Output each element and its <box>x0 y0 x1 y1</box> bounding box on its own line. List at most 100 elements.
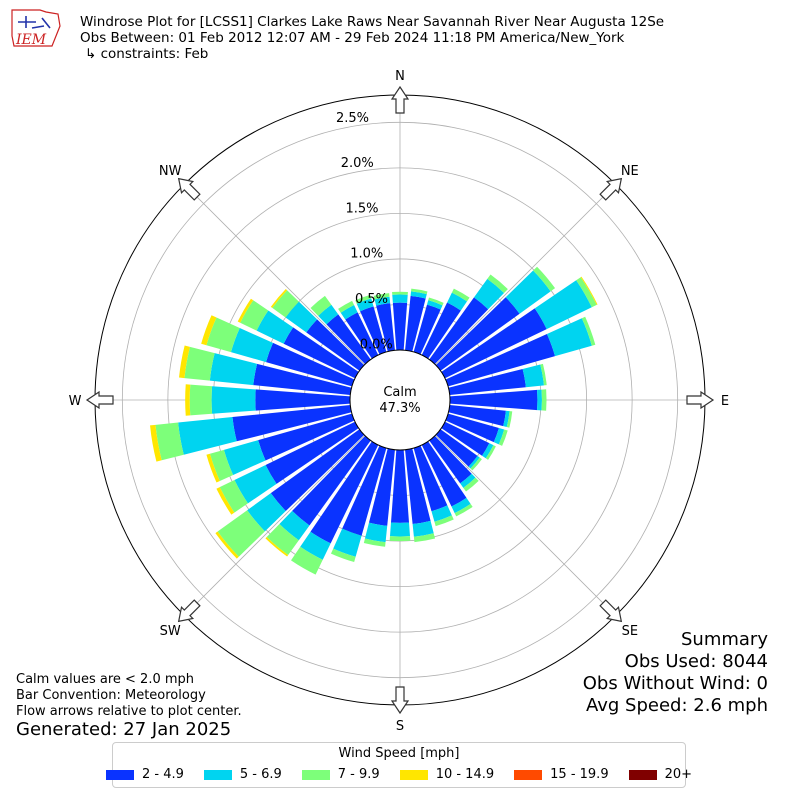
radial-tick-label: 2.0% <box>341 156 374 171</box>
radial-gridline <box>435 184 616 365</box>
windrose-bar-segment <box>429 435 472 484</box>
windrose-bar-segment <box>470 457 482 471</box>
windrose-bar-segment <box>463 477 479 492</box>
windrose-bar-segment <box>506 411 513 428</box>
windrose-bar-segment <box>253 363 352 395</box>
legend-swatch <box>301 769 330 780</box>
legend-swatch <box>628 769 657 780</box>
windrose-bar-segment <box>184 346 215 381</box>
windrose-bar-segment <box>389 536 411 542</box>
windrose-bar-segment <box>410 291 427 299</box>
chart-constraints: ↳ constraints: Feb <box>85 46 209 62</box>
windrose-bar-segment <box>333 528 362 557</box>
windrose-bar-segment <box>265 421 359 484</box>
windrose-bar-segment <box>230 327 273 363</box>
windrose-bar-segment <box>256 310 294 344</box>
radial-tick-label: 0.0% <box>360 337 393 352</box>
summary-box: Summary Obs Used: 8044 Obs Without Wind:… <box>583 629 768 717</box>
flow-arrow-icon <box>390 85 410 114</box>
direction-label: E <box>721 394 729 409</box>
bar-convention: Bar Convention: Meteorology <box>16 688 206 703</box>
calm-definition: Calm values are < 2.0 mph <box>16 672 195 687</box>
windrose-bar-segment <box>421 441 467 507</box>
windrose-bar-segment <box>533 266 556 292</box>
windrose-bar-segment <box>209 353 258 386</box>
windrose-bar-segment <box>185 384 191 416</box>
windrose-bar-segment <box>364 522 388 543</box>
windrose-bar-segment <box>498 429 508 446</box>
radial-gridline <box>184 435 365 616</box>
windrose-bar-segment <box>285 301 318 333</box>
windrose-bar-segment <box>266 342 355 387</box>
direction-label: N <box>395 69 405 84</box>
windrose-bar-segment <box>223 440 266 476</box>
windrose-bar-segment <box>215 531 239 559</box>
windrose-bar-segment <box>454 503 473 517</box>
windrose-bar-segment <box>447 292 468 311</box>
windrose-bar-segment <box>505 270 551 314</box>
flow-arrow-icon <box>599 177 623 201</box>
windrose-bar-segment <box>219 480 248 513</box>
windrose-bar-segment <box>155 422 184 461</box>
windrose-bar-segment <box>441 421 490 456</box>
radial-tick-label: 2.5% <box>336 111 369 126</box>
windrose-bar-segment <box>189 384 213 416</box>
windrose-bar-segment <box>537 389 542 411</box>
windrose-bar-segment <box>374 296 391 306</box>
legend-item: 15 - 19.9 <box>514 767 609 782</box>
windrose-bar-segment <box>392 302 408 351</box>
windrose-bar-segment <box>581 316 596 346</box>
radial-tick-label: 1.5% <box>345 201 378 216</box>
windrose-bar-segment <box>421 302 461 359</box>
windrose-bar-segment <box>503 410 510 428</box>
chart-period: Obs Between: 01 Feb 2012 12:07 AM - 29 F… <box>80 30 625 46</box>
flow-arrow-icon <box>599 599 623 623</box>
legend-item: 10 - 14.9 <box>399 767 494 782</box>
windrose-bar-segment <box>338 300 355 313</box>
windrose-bar-segment <box>306 319 365 371</box>
windrose-bar-segment <box>429 297 489 365</box>
windrose-bar-segment <box>232 405 352 442</box>
windrose-bar-segment <box>310 295 332 316</box>
windrose-bar-segment <box>266 523 299 556</box>
radial-tick-label: 1.0% <box>350 247 383 262</box>
windrose-bar-segment <box>487 274 508 293</box>
windrose-bar-segment <box>485 445 496 460</box>
windrose-bar-segment <box>376 303 395 352</box>
legend-item: 5 - 6.9 <box>203 767 282 782</box>
chart-title: Windrose Plot for [LCSS1] Clarkes Lake R… <box>80 14 665 30</box>
windrose-bar-segment <box>292 435 371 526</box>
legend-item: 2 - 4.9 <box>105 767 184 782</box>
legend-label: 7 - 9.9 <box>337 767 380 782</box>
legend-item: 20+ <box>628 767 693 782</box>
windrose-bar-segment <box>206 453 220 483</box>
windrose-bar-segment <box>413 533 436 543</box>
windrose-bar-segment <box>412 520 434 537</box>
calm-label: Calm <box>383 385 416 400</box>
summary-title: Summary <box>681 629 768 650</box>
windrose-bar-segment <box>258 413 355 461</box>
windrose-bar-segment <box>576 277 597 308</box>
windrose-bar-segment <box>468 455 480 469</box>
direction-label: SE <box>622 624 638 639</box>
chart-legend: Wind Speed [mph] 2 - 4.9 5 - 6.9 7 - 9.9 10… <box>105 742 692 788</box>
windrose-bar-segment <box>300 531 331 560</box>
windrose-bar-segment <box>431 505 452 522</box>
windrose-bar-segment <box>541 389 547 411</box>
legend-label: 20+ <box>664 767 693 782</box>
windrose-bar-segment <box>279 510 310 541</box>
windrose-bar-segment <box>206 317 240 353</box>
windrose-bar-segment <box>413 304 441 355</box>
legend-items: 2 - 4.9 5 - 6.9 7 - 9.9 10 - 14.9 15 - 19.9 2… <box>105 767 692 782</box>
windrose-bar-segment <box>448 405 506 427</box>
windrose-bar-segment <box>405 295 426 352</box>
windrose-bar-segment <box>363 538 386 547</box>
windrose-bar-segment <box>240 300 269 331</box>
direction-label: NE <box>621 164 639 179</box>
windrose-bar-segment <box>390 522 410 537</box>
direction-label: NW <box>159 164 182 179</box>
radial-gridline <box>435 435 616 616</box>
windrose-bar-segment <box>460 473 476 488</box>
windrose-bar-segment <box>211 386 256 414</box>
